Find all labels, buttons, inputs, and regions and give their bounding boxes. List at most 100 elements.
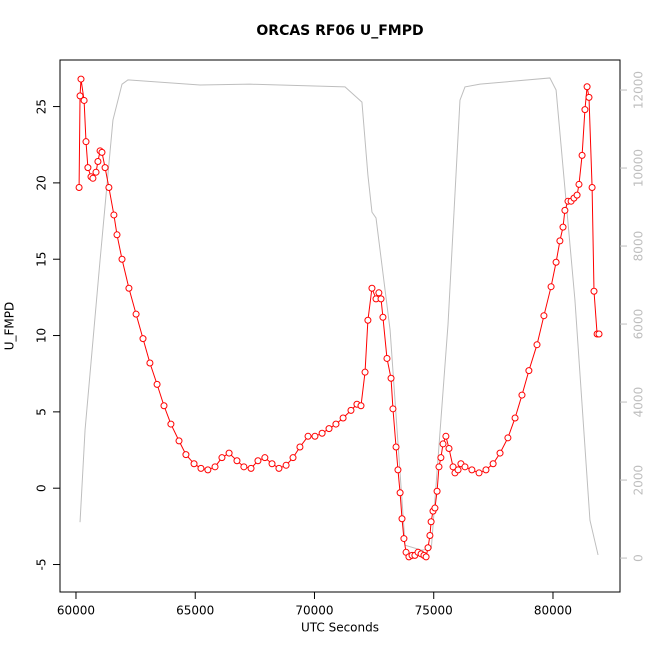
data-point [439,440,447,448]
data-point [489,460,497,468]
y-tick-label: -5 [35,559,49,571]
data-point [556,237,564,245]
y2-tick-label: 4000 [632,387,646,418]
chart-title: ORCAS RF06 U_FMPD [256,23,423,39]
data-point [525,367,533,375]
data-point [82,138,90,146]
data-point [445,445,453,453]
data-point [167,420,175,428]
data-point [325,425,333,433]
data-point [394,466,402,474]
data-point [318,429,326,437]
data-point [118,255,126,263]
data-point [442,432,450,440]
data-point [361,368,369,376]
data-point [190,460,198,468]
data-point [398,515,406,523]
data-point [268,460,276,468]
data-point [160,402,168,410]
data-point [75,183,83,191]
data-point [389,405,397,413]
data-point [89,174,97,182]
x-tick-label: 75000 [415,604,453,618]
data-point [77,75,85,83]
data-point [449,463,457,471]
data-point [475,469,483,477]
y-axis-label: U_FMPD [3,302,17,351]
y2-tick-label: 6000 [632,309,646,340]
data-point [247,464,255,472]
y2-tick-label: 2000 [632,465,646,496]
data-point [595,330,603,338]
data-point [547,283,555,291]
data-point [339,414,347,422]
data-point [552,258,560,266]
data-point [311,432,319,440]
data-point [101,164,109,172]
data-point [431,504,439,512]
y2-tick-label: 8000 [632,231,646,262]
data-point [392,443,400,451]
data-point [204,466,212,474]
data-point [424,544,432,552]
data-point [153,380,161,388]
data-point [197,464,205,472]
data-point [357,402,365,410]
data-point [561,206,569,214]
x-tick-label: 80000 [534,604,572,618]
data-point [182,451,190,459]
data-point [588,183,596,191]
data-point [426,532,434,540]
data-point [347,406,355,414]
data-point [496,449,504,457]
data-point [400,535,408,543]
y-tick-label: 15 [35,252,49,267]
data-point [240,463,248,471]
x-axis-label: UTC Seconds [301,621,379,635]
data-point [132,310,140,318]
data-point [84,164,92,172]
data-point [92,168,100,176]
y-tick-label: 10 [35,328,49,343]
data-point [435,463,443,471]
data-point [146,359,154,367]
data-point [578,151,586,159]
plot-box [59,59,621,593]
y-tick-label: 20 [35,175,49,190]
data-point [422,553,430,561]
y2-tick-label: 10000 [632,149,646,187]
data-point [511,414,519,422]
data-point [218,454,226,462]
data-point [375,289,383,297]
x-tick-label: 65000 [176,604,214,618]
data-point [225,449,233,457]
y-tick-label: 0 [35,484,49,492]
data-point [583,83,591,91]
data-point [590,287,598,295]
series-line [79,77,599,556]
data-point [80,96,88,104]
y2-tick-label: 0 [632,554,646,562]
data-point [94,158,102,166]
data-point [377,295,385,303]
data-point [125,284,133,292]
data-point [368,284,376,292]
data-point [233,457,241,465]
data-point [468,466,476,474]
data-point [211,463,219,471]
data-point [518,391,526,399]
data-point [289,454,297,462]
data-point [585,93,593,101]
data-point [454,466,462,474]
data-point [110,211,118,219]
data-point [383,354,391,362]
data-point [254,457,262,465]
data-point [105,183,113,191]
data-point [282,461,290,469]
data-point [304,432,312,440]
data-point [364,316,372,324]
data-point [139,335,147,343]
data-point [504,434,512,442]
